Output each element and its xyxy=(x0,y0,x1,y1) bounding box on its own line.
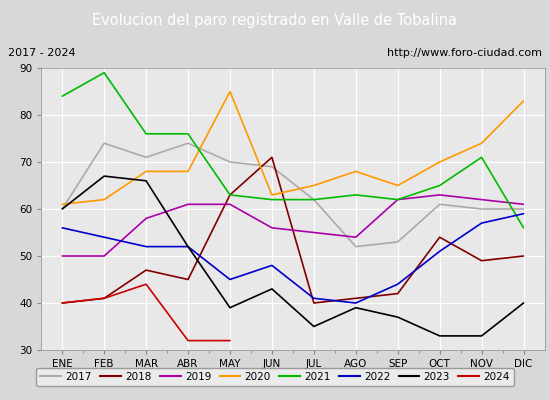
Text: Evolucion del paro registrado en Valle de Tobalina: Evolucion del paro registrado en Valle d… xyxy=(92,12,458,28)
Legend: 2017, 2018, 2019, 2020, 2021, 2022, 2023, 2024: 2017, 2018, 2019, 2020, 2021, 2022, 2023… xyxy=(36,368,514,386)
Text: http://www.foro-ciudad.com: http://www.foro-ciudad.com xyxy=(387,48,542,58)
Text: 2017 - 2024: 2017 - 2024 xyxy=(8,48,76,58)
